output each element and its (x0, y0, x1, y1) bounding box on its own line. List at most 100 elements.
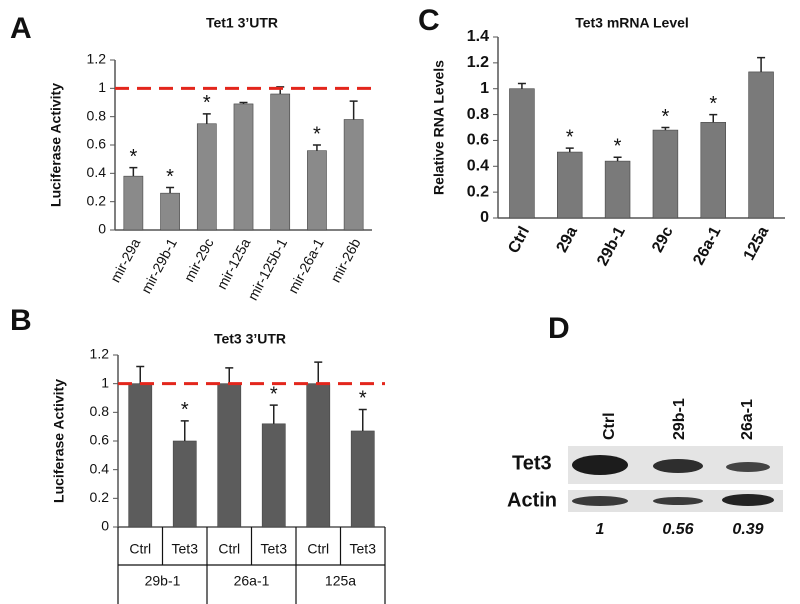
y-tick-label: 1 (480, 80, 489, 97)
row-label: Tet3 (512, 452, 552, 474)
y-tick-label: 0.4 (467, 158, 489, 175)
x-tick-label: Tet3 (261, 541, 288, 557)
bar (652, 129, 679, 219)
bar (604, 160, 631, 219)
significance: * (166, 166, 174, 188)
group-label: 125a (325, 573, 356, 589)
error-bar (180, 420, 189, 441)
significance: * (270, 383, 278, 405)
x-tick-label: mir-29c (181, 236, 217, 285)
bar (748, 71, 774, 219)
error-bar (517, 82, 526, 89)
chart-title: Tet3 mRNA Level (575, 15, 689, 31)
significance: * (662, 106, 670, 128)
bar (509, 88, 535, 219)
bar (172, 440, 197, 528)
significance: * (181, 399, 189, 421)
y-tick-label: 1.2 (467, 54, 489, 71)
error-bar (358, 408, 367, 431)
bar (217, 383, 242, 528)
band (653, 459, 703, 473)
y-tick-label: 0 (480, 209, 489, 226)
error-bar (166, 186, 175, 194)
panel-label: A (10, 12, 32, 45)
y-tick-label: 0.8 (90, 403, 110, 419)
bar (160, 192, 180, 231)
lane-label: 29b-1 (671, 398, 688, 440)
error-bar (565, 147, 574, 153)
lane-label: 26a-1 (739, 399, 756, 440)
panel-label: C (418, 4, 440, 37)
bar (270, 93, 291, 231)
y-tick-label: 0 (101, 518, 109, 534)
error-bar (202, 113, 211, 124)
bar (196, 123, 217, 231)
quantification: 0.56 (662, 521, 693, 538)
chart-title: Tet1 3’UTR (206, 15, 278, 31)
panel-label: D (548, 312, 570, 345)
bar (700, 122, 726, 219)
band (722, 494, 774, 506)
y-axis-label: Luciferase Activity (48, 83, 64, 207)
x-tick-label: mir-125a (213, 235, 253, 291)
y-tick-label: 1 (98, 79, 106, 95)
error-bar (225, 367, 234, 384)
y-tick-label: 1.4 (467, 28, 489, 45)
panel-label: B (10, 304, 32, 337)
x-tick-label: mir-26a-1 (285, 235, 327, 296)
x-tick-label: 26a-1 (690, 224, 724, 268)
bar (557, 151, 583, 219)
y-tick-label: 1.2 (87, 51, 107, 67)
bar (233, 103, 254, 231)
band (726, 462, 770, 472)
error-bar (269, 404, 278, 424)
x-tick-label: mir-26b (327, 235, 364, 285)
band (572, 496, 628, 506)
x-tick-label: mir-29b-1 (138, 235, 180, 296)
y-tick-label: 0.4 (87, 164, 107, 180)
y-tick-label: 0.8 (467, 106, 489, 123)
significance: * (129, 146, 137, 168)
x-tick-label: Tet3 (172, 541, 199, 557)
band (653, 497, 703, 505)
x-tick-label: Ctrl (505, 224, 533, 256)
band (572, 455, 628, 475)
significance: * (203, 92, 211, 114)
y-tick-label: 0.2 (467, 183, 489, 200)
lane-label: Ctrl (601, 412, 618, 440)
significance: * (566, 126, 574, 148)
y-tick-label: 0.2 (90, 489, 110, 505)
y-tick-label: 0.2 (87, 192, 107, 208)
y-tick-label: 0 (98, 221, 106, 237)
error-bar (129, 166, 138, 177)
y-tick-label: 0.8 (87, 107, 107, 123)
x-tick-label: Tet3 (350, 541, 377, 557)
bar (306, 383, 331, 528)
x-tick-label: 29b-1 (594, 224, 629, 269)
error-bar (136, 365, 145, 384)
error-bar (757, 56, 766, 72)
error-bar (709, 113, 718, 123)
significance: * (313, 123, 321, 145)
quantification: 1 (596, 521, 605, 538)
y-tick-label: 0.6 (90, 432, 110, 448)
x-tick-label: Ctrl (307, 541, 329, 557)
error-bar (613, 156, 622, 162)
x-tick-label: 29c (649, 224, 677, 256)
bar (343, 119, 364, 231)
error-bar (349, 100, 358, 120)
y-tick-label: 0.6 (467, 132, 489, 149)
quantification: 0.39 (732, 521, 763, 538)
group-label: 26a-1 (234, 573, 270, 589)
y-tick-label: 0.6 (87, 136, 107, 152)
chart-title: Tet3 3’UTR (214, 331, 286, 347)
error-bar (661, 126, 670, 131)
x-tick-label: Ctrl (129, 541, 151, 557)
y-tick-label: 1.2 (90, 346, 110, 362)
y-axis-label: Relative RNA Levels (431, 60, 447, 195)
error-bar (314, 361, 323, 384)
x-tick-label: mir-29a (107, 235, 144, 285)
error-bar (239, 101, 248, 104)
bar (261, 423, 286, 528)
row-label: Actin (507, 489, 557, 511)
